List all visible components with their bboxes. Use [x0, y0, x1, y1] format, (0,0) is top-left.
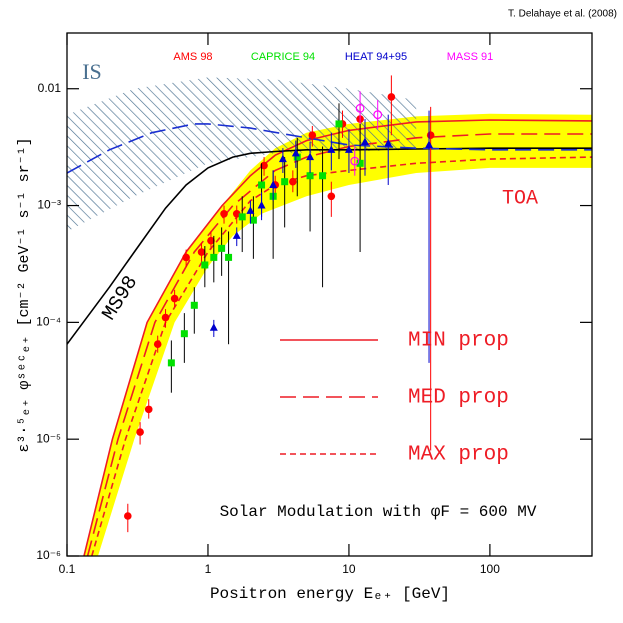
curve: [67, 123, 592, 174]
y-tick-label: 10⁻⁶: [36, 548, 61, 562]
x-tick-label: 100: [480, 562, 500, 576]
experiment-legend: MASS 91: [447, 51, 493, 63]
data-point: [201, 261, 209, 269]
data-point: [327, 145, 336, 153]
y-axis-label: ε³·⁵ₑ₊ φˢᵉᶜₑ₊ [cm⁻² GeV⁻¹ s⁻¹ sr⁻¹]: [16, 137, 33, 452]
data-point: [278, 154, 287, 163]
data-point: [281, 178, 289, 186]
data-point: [249, 216, 257, 224]
data-point: [190, 301, 198, 309]
data-point: [426, 131, 435, 140]
legend-label: MAX prop: [408, 444, 509, 467]
data-point: [220, 209, 228, 218]
data-point: [356, 159, 364, 167]
data-point: [355, 103, 365, 113]
legend-label: MED prop: [408, 387, 509, 410]
plot-frame: [66, 32, 593, 557]
data-point: [306, 152, 315, 161]
data-point: [182, 253, 190, 262]
data-point: [209, 323, 218, 331]
data-point: [210, 253, 218, 261]
curve: [86, 133, 592, 556]
legend-label: MIN prop: [408, 330, 509, 353]
data-point: [293, 153, 301, 161]
data-point: [167, 359, 175, 367]
data-point: [232, 231, 241, 239]
experiment-legend: AMS 98: [173, 51, 212, 63]
data-point: [269, 180, 278, 188]
x-tick-label: 10: [342, 562, 356, 576]
curve-label: IS: [82, 59, 102, 84]
y-tick-label: 10⁻⁵: [36, 431, 61, 445]
data-point: [260, 161, 268, 170]
data-point: [246, 206, 255, 214]
data-point: [291, 148, 300, 157]
data-point: [180, 330, 188, 338]
data-point: [238, 213, 246, 221]
y-tick-label: 0.01: [38, 81, 62, 95]
data-point: [373, 110, 383, 120]
y-tick-label: 10⁻⁴: [36, 315, 61, 329]
data-point: [425, 140, 434, 148]
data-point: [207, 236, 215, 245]
plot-area: [67, 75, 592, 556]
data-point: [350, 156, 360, 166]
data-point: [306, 172, 314, 180]
data-point: [161, 313, 170, 322]
data-point: [136, 428, 144, 436]
data-point: [387, 93, 396, 101]
data-point: [327, 192, 336, 201]
data-point: [197, 248, 206, 256]
data-point: [258, 181, 266, 189]
data-point: [153, 340, 162, 349]
credit: T. Delahaye et al. (2008): [508, 9, 617, 20]
data-point: [308, 131, 317, 140]
data-point: [218, 244, 226, 252]
data-point: [170, 294, 179, 303]
experiment-legend: CAPRICE 94: [251, 51, 315, 63]
modulation-note: Solar Modulation with φF = 600 MV: [220, 503, 537, 521]
data-point: [144, 405, 153, 414]
data-point: [289, 177, 297, 186]
data-point: [225, 253, 233, 261]
toa-label: TOA: [502, 187, 538, 210]
data-point: [257, 201, 266, 209]
y-tick-label: 10⁻³: [37, 198, 61, 212]
x-axis-label: Positron energy Eₑ₊ [GeV]: [210, 585, 450, 603]
data-point: [124, 512, 132, 520]
data-point: [360, 137, 369, 145]
x-tick-label: 0.1: [59, 562, 76, 576]
curve: [67, 147, 592, 345]
data-point: [384, 138, 393, 147]
x-tick-label: 1: [205, 562, 212, 576]
data-point: [319, 172, 327, 180]
data-point: [344, 145, 353, 153]
experiment-legend: HEAT 94+95: [345, 51, 407, 63]
data-point: [232, 209, 241, 218]
data-point: [335, 120, 343, 128]
model-band: [84, 113, 592, 556]
